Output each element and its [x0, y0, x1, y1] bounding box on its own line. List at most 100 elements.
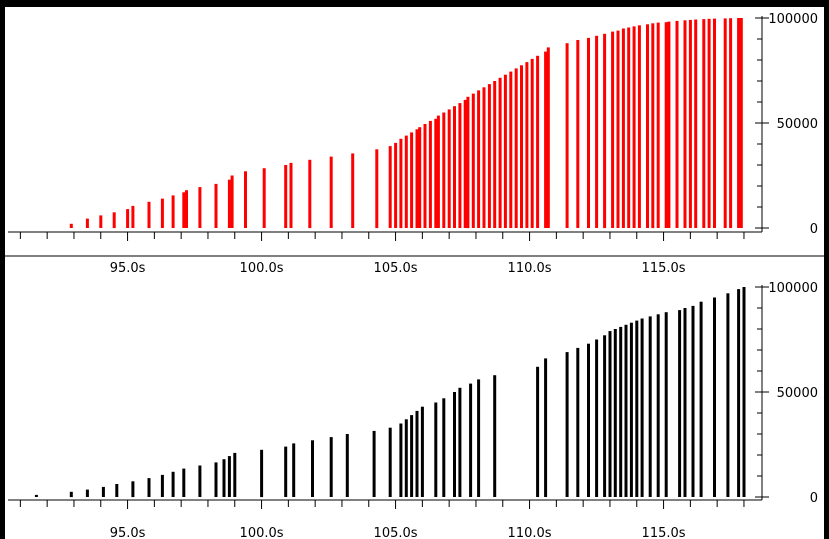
bar — [311, 440, 314, 497]
bar — [428, 120, 432, 228]
bar — [171, 471, 175, 497]
bar — [34, 494, 38, 497]
bar — [131, 205, 135, 228]
bar — [453, 106, 456, 228]
bar — [458, 387, 462, 497]
bar — [603, 33, 607, 229]
top-plot: 95.0s 100.0s 105.0s 110.0s 115.0s 0 50000 10000… — [8, 12, 818, 276]
y-tick-label: 0 — [810, 491, 818, 506]
bar — [262, 168, 266, 228]
bar — [198, 187, 202, 228]
bar — [640, 318, 644, 497]
bar — [329, 156, 333, 228]
bar — [603, 335, 607, 497]
bar — [493, 375, 497, 497]
bar — [514, 68, 518, 229]
x-tick-label: 105.0s — [374, 526, 418, 539]
bar — [729, 18, 733, 229]
bar — [171, 195, 175, 228]
bar — [244, 171, 247, 228]
bar — [453, 392, 456, 497]
bar — [737, 18, 741, 228]
bar — [477, 379, 481, 497]
bar — [726, 293, 730, 497]
bar — [498, 77, 502, 228]
bar — [678, 310, 682, 497]
bar — [115, 484, 119, 497]
bar — [375, 149, 379, 229]
y-tick-label: 100000 — [768, 281, 818, 296]
bar — [608, 331, 612, 497]
bar — [683, 20, 687, 228]
bar — [530, 58, 534, 229]
bar — [329, 437, 333, 497]
bar — [616, 30, 620, 228]
bar — [222, 459, 226, 497]
bar — [667, 21, 671, 228]
bar — [351, 153, 355, 228]
bar — [69, 223, 73, 228]
bar — [131, 481, 135, 498]
x-tick-label: 115.0s — [642, 526, 686, 539]
bar — [434, 402, 438, 497]
bar — [466, 96, 470, 229]
x-tick-label: 95.0s — [110, 261, 146, 276]
bar — [410, 132, 414, 228]
bar — [101, 486, 105, 497]
x-tick-label: 110.0s — [508, 526, 552, 539]
bar — [683, 308, 687, 497]
bar — [260, 449, 264, 498]
bar — [544, 358, 548, 497]
bar — [520, 65, 523, 229]
bar — [694, 19, 698, 228]
bar — [292, 443, 296, 497]
bar — [372, 430, 376, 497]
bar — [69, 491, 73, 498]
bar — [536, 366, 540, 497]
bar — [394, 142, 398, 228]
bar — [493, 81, 497, 228]
x-tick-label: 100.0s — [240, 261, 284, 276]
bar — [576, 347, 580, 497]
y-tick-label: 0 — [810, 222, 818, 237]
bar — [707, 18, 711, 228]
bar — [477, 90, 481, 229]
bar — [546, 47, 550, 229]
bar — [664, 312, 668, 497]
bar — [503, 74, 507, 228]
bar — [289, 162, 293, 228]
bar — [595, 339, 599, 497]
bar — [635, 320, 639, 497]
bar — [565, 43, 569, 229]
bar — [182, 192, 186, 228]
bar — [214, 183, 218, 228]
bar — [651, 23, 655, 229]
bar — [423, 124, 427, 228]
x-tick-label: 95.0s — [110, 526, 146, 539]
bar — [434, 118, 438, 228]
bar — [587, 343, 590, 497]
bar — [99, 215, 103, 228]
bar — [284, 446, 288, 497]
x-tick-label: 115.0s — [642, 261, 686, 276]
bar — [160, 474, 164, 497]
right-border — [824, 0, 829, 539]
bar — [85, 489, 89, 497]
y-tick-label: 50000 — [777, 386, 818, 401]
bar — [587, 37, 590, 229]
bar — [487, 84, 491, 228]
bar — [544, 51, 548, 228]
bar — [284, 165, 288, 228]
bar — [525, 62, 529, 228]
bar — [442, 112, 446, 228]
x-tick-label: 105.0s — [374, 261, 418, 276]
bar — [410, 415, 414, 497]
bar — [713, 297, 716, 497]
bottom-plot: 95.0s 100.0s 105.0s 110.0s 115.0s 0 50000 10000… — [8, 281, 818, 539]
bar — [388, 146, 392, 228]
bar — [85, 218, 89, 228]
bar — [713, 18, 716, 228]
bar — [447, 109, 451, 228]
bar — [198, 465, 202, 497]
bar — [404, 419, 408, 497]
